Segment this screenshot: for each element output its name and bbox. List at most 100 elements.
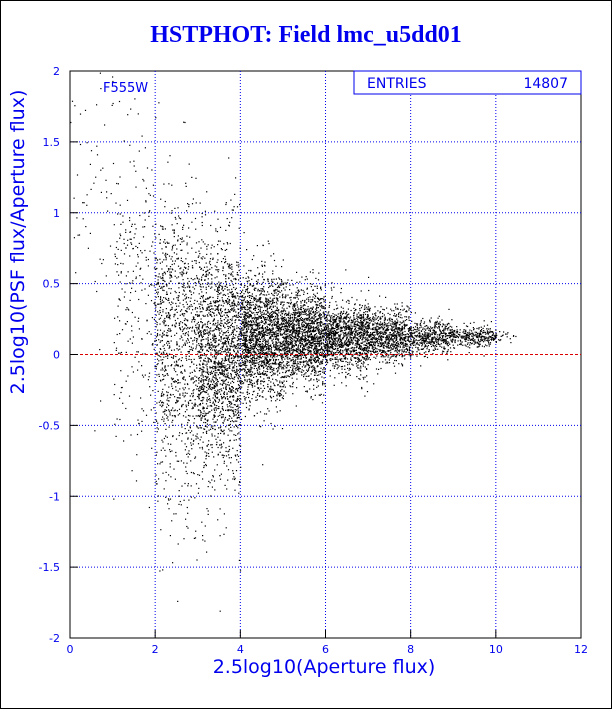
data-point [207,303,209,306]
data-point [157,288,159,290]
data-point [306,309,308,311]
data-point [323,354,325,356]
data-point [220,318,222,320]
data-point [232,367,234,369]
data-point [315,295,317,298]
data-point [331,350,333,352]
data-point [293,344,295,347]
data-point [482,327,484,329]
data-point [268,319,270,321]
data-point [185,332,187,334]
data-point [214,300,216,302]
data-point [284,349,286,351]
data-point [318,272,320,274]
data-point [170,476,172,478]
data-point [488,335,490,337]
data-point [407,336,409,339]
data-point [146,167,149,169]
data-point [308,359,310,361]
data-point [255,399,257,401]
data-point [276,347,278,349]
data-point [378,324,380,326]
data-point [322,335,324,337]
data-point [100,169,102,171]
data-point [294,361,296,363]
data-point [140,250,142,252]
data-point [359,331,362,333]
data-point [229,364,231,366]
data-point [394,343,396,346]
data-point [201,521,203,523]
data-point [161,299,163,301]
data-point [426,337,428,339]
data-point [346,325,348,327]
data-point [263,333,265,336]
data-point [306,363,308,365]
data-point [424,328,426,330]
data-point [189,395,191,397]
data-point [262,360,264,362]
data-point [271,314,273,316]
data-point [120,351,123,354]
data-point [267,280,269,283]
data-point [353,314,355,316]
data-point [167,329,169,331]
data-point [249,338,251,340]
data-point [395,326,397,328]
data-point [278,324,280,326]
data-point [440,338,443,340]
data-point [122,263,124,265]
data-point [156,420,158,422]
data-point [247,287,249,289]
data-point [212,336,214,338]
data-point [202,415,204,417]
data-point [310,318,312,320]
data-point [309,340,311,342]
data-point [160,303,162,305]
data-point [237,416,239,419]
data-point [349,340,351,342]
data-point [288,344,290,346]
data-point [280,317,282,319]
data-point [416,323,419,325]
data-point [329,358,331,360]
data-point [167,503,169,505]
data-point [177,379,179,381]
data-point [390,308,392,310]
data-point [297,306,299,308]
data-point [231,288,233,290]
data-point [177,390,179,392]
data-point [230,457,232,459]
data-point [307,297,309,299]
data-point [120,235,122,237]
data-point [304,332,306,334]
data-point [406,339,408,341]
data-point [182,293,184,295]
data-point [173,410,175,412]
data-point [374,348,376,350]
data-point [255,319,257,321]
data-point [331,282,333,284]
data-point [322,384,324,386]
data-point [375,330,377,332]
data-point [219,535,221,537]
data-point [394,313,396,315]
data-point [206,432,208,434]
data-point [184,318,186,320]
data-point [307,314,309,316]
data-point [251,304,253,306]
data-point [281,290,283,292]
data-point [361,338,364,340]
data-point [182,339,184,341]
data-point [200,333,202,335]
data-point [163,301,165,303]
data-point [220,347,222,349]
data-point [299,281,301,283]
data-point [178,215,180,217]
data-point [192,378,194,380]
data-point [277,332,279,334]
data-point [141,365,143,367]
data-point [314,334,316,336]
data-point [198,388,200,390]
data-point [237,327,240,329]
